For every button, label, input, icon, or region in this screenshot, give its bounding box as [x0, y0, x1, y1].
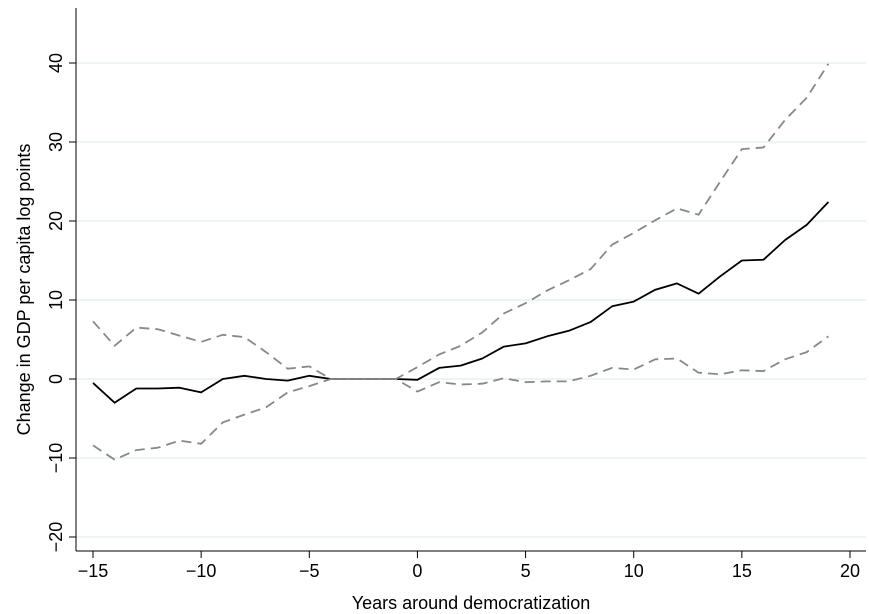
y-axis-ticks: −20 −10 0 10 20 30 40 [46, 53, 76, 552]
y-tick-label: 20 [46, 211, 66, 231]
x-tick-label: 5 [521, 561, 531, 581]
y-axis-title: Change in GDP per capita log points [14, 144, 34, 436]
x-axis-title: Years around democratization [352, 593, 590, 613]
x-tick-label: −15 [78, 561, 109, 581]
y-tick-label: 30 [46, 132, 66, 152]
x-tick-label: −10 [186, 561, 217, 581]
y-tick-label: −20 [46, 522, 66, 553]
series-line-confidence-bound [92, 63, 830, 380]
x-tick-label: 10 [624, 561, 644, 581]
axes [75, 8, 866, 552]
series-line-estimate [92, 201, 830, 404]
x-axis-ticks: −15 −10 −5 0 5 10 15 20 [78, 551, 860, 581]
series-lines [92, 63, 830, 461]
y-tick-label: −10 [46, 443, 66, 474]
y-tick-label: 0 [46, 374, 66, 384]
x-tick-label: 0 [412, 561, 422, 581]
gridlines [76, 62, 866, 538]
x-tick-label: −5 [299, 561, 320, 581]
series-line-confidence-bound [92, 335, 829, 461]
y-tick-label: 10 [46, 290, 66, 310]
y-tick-label: 40 [46, 53, 66, 73]
x-tick-label: 15 [732, 561, 752, 581]
x-tick-label: 20 [840, 561, 860, 581]
